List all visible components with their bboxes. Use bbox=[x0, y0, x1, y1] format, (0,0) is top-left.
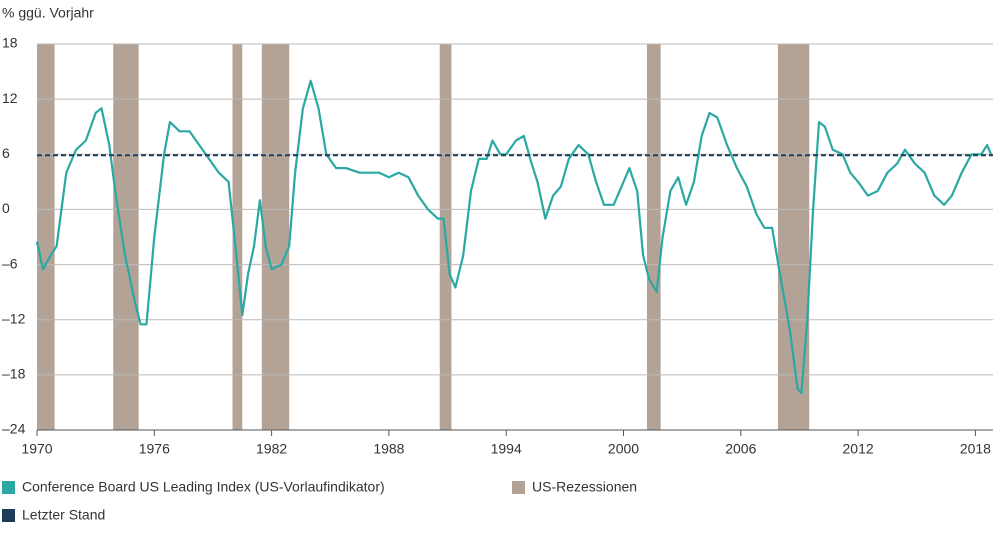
recession-band bbox=[261, 44, 290, 430]
recession-band bbox=[37, 44, 55, 430]
y-tick-label: –6 bbox=[2, 255, 18, 271]
x-tick-label: 1976 bbox=[139, 441, 170, 457]
legend-label: Conference Board US Leading Index (US-Vo… bbox=[22, 479, 385, 495]
y-tick-label: –12 bbox=[2, 310, 26, 326]
legend-swatch bbox=[512, 481, 525, 494]
x-tick-label: 1988 bbox=[373, 441, 404, 457]
x-tick-label: 1994 bbox=[491, 441, 522, 457]
y-tick-label: 18 bbox=[2, 35, 18, 51]
legend-swatch bbox=[2, 509, 15, 522]
x-tick-label: 2000 bbox=[608, 441, 639, 457]
recession-band bbox=[777, 44, 810, 430]
legend-swatch bbox=[2, 481, 15, 494]
y-tick-label: 6 bbox=[2, 145, 10, 161]
recession-band bbox=[232, 44, 243, 430]
x-tick-label: 2012 bbox=[843, 441, 874, 457]
y-tick-label: 12 bbox=[2, 90, 18, 106]
recession-band bbox=[646, 44, 661, 430]
legend-label: Letzter Stand bbox=[22, 507, 105, 523]
legend-label: US-Rezessionen bbox=[532, 479, 637, 495]
y-tick-label: –24 bbox=[2, 421, 26, 437]
recession-band bbox=[113, 44, 139, 430]
series-line bbox=[35, 79, 993, 395]
x-tick-label: 1982 bbox=[256, 441, 287, 457]
x-tick-label: 1970 bbox=[21, 441, 52, 457]
x-tick-label: 2018 bbox=[960, 441, 991, 457]
x-tick-label: 2006 bbox=[725, 441, 756, 457]
y-tick-label: –18 bbox=[2, 366, 26, 382]
y-axis-label: % ggü. Vorjahr bbox=[2, 5, 94, 21]
y-tick-label: 0 bbox=[2, 200, 10, 216]
